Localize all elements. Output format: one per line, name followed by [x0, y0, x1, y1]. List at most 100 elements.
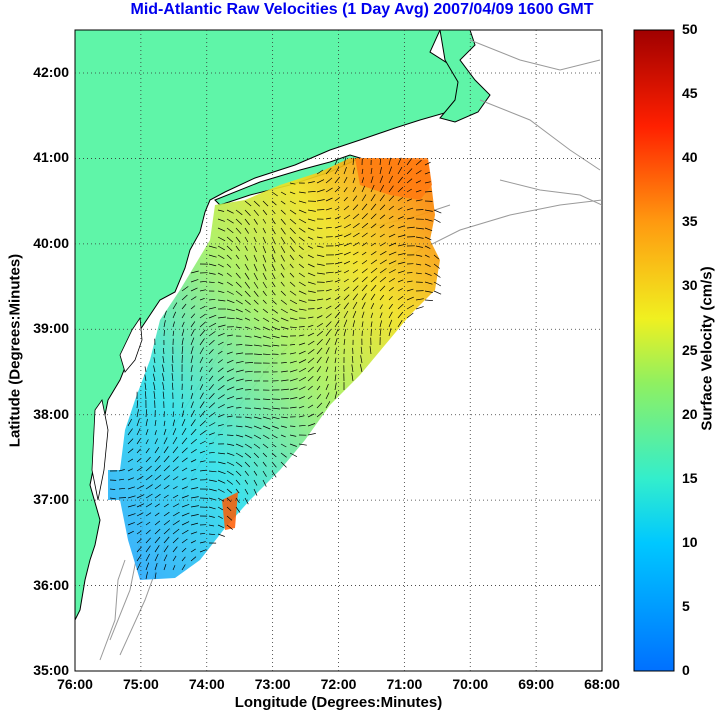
velocity-arrow	[154, 430, 157, 436]
velocity-arrow	[307, 290, 316, 293]
velocity-arrow	[334, 357, 337, 364]
velocity-arrow	[190, 496, 199, 499]
velocity-arrow	[136, 554, 142, 562]
velocity-arrow	[235, 352, 244, 355]
velocity-arrow	[316, 339, 323, 346]
velocity-arrow	[145, 537, 151, 544]
velocity-arrow	[154, 528, 161, 535]
velocity-arrow	[226, 290, 234, 295]
velocity-arrow	[172, 321, 175, 328]
velocity-arrow	[217, 452, 226, 455]
velocity-arrow	[343, 294, 350, 301]
velocity-arrow	[208, 245, 217, 249]
velocity-arrow	[352, 310, 357, 319]
velocity-arrow	[271, 407, 280, 410]
velocity-arrow	[307, 316, 314, 319]
velocity-arrow	[316, 245, 324, 248]
velocity-arrow	[217, 433, 224, 436]
velocity-arrow	[334, 234, 343, 238]
velocity-arrow	[208, 515, 215, 518]
velocity-arrow	[406, 272, 413, 274]
velocity-arrow	[152, 373, 156, 382]
velocity-arrow	[262, 317, 270, 322]
new-england-coast	[439, 30, 491, 123]
velocity-arrow	[379, 184, 385, 193]
velocity-arrow	[360, 346, 363, 355]
velocity-arrow	[172, 520, 180, 526]
velocity-arrow	[153, 382, 156, 391]
velocity-arrow	[199, 532, 206, 535]
velocity-arrow	[361, 242, 368, 247]
velocity-arrow	[136, 438, 141, 445]
velocity-arrow	[280, 227, 286, 235]
velocity-arrow	[298, 376, 307, 382]
velocity-arrow	[226, 405, 234, 409]
velocity-arrow	[154, 474, 162, 481]
velocity-arrow	[388, 166, 393, 175]
velocity-arrow	[190, 385, 193, 391]
velocity-arrow	[406, 288, 414, 292]
velocity-arrow	[280, 452, 287, 458]
velocity-arrow	[226, 368, 235, 373]
velocity-arrow	[208, 358, 213, 364]
velocity-arrow	[361, 251, 367, 256]
velocity-arrow	[199, 305, 206, 310]
velocity-arrow	[217, 290, 225, 294]
velocity-arrow	[397, 225, 405, 229]
velocity-arrow	[343, 166, 347, 175]
velocity-arrow	[163, 329, 165, 337]
velocity-arrow	[217, 359, 223, 364]
velocity-arrow	[154, 503, 160, 508]
velocity-arrow	[208, 442, 215, 445]
velocity-arrow	[253, 281, 259, 289]
velocity-arrow	[351, 373, 354, 382]
velocity-arrow	[280, 200, 286, 205]
velocity-arrow	[433, 281, 442, 287]
velocity-arrow	[226, 443, 235, 446]
velocity-arrow	[406, 217, 415, 220]
x-tick-label: 75:00	[122, 676, 159, 692]
velocity-arrow	[298, 326, 305, 328]
velocity-arrow	[280, 272, 285, 278]
velocity-arrow	[262, 326, 271, 331]
velocity-arrow	[163, 485, 170, 490]
velocity-arrow	[280, 416, 288, 419]
velocity-arrow	[172, 546, 178, 553]
velocity-arrow	[172, 494, 179, 499]
velocity-arrow	[424, 218, 433, 222]
x-tick-label: 72:00	[320, 676, 357, 692]
velocity-arrow	[325, 375, 329, 382]
velocity-arrow	[343, 319, 348, 328]
velocity-arrow	[172, 503, 180, 508]
velocity-arrow	[388, 269, 396, 274]
velocity-arrow	[352, 330, 355, 337]
velocity-arrow	[262, 470, 267, 477]
velocity-arrow	[379, 320, 383, 328]
velocity-arrow	[208, 479, 217, 482]
velocity-arrow	[352, 293, 359, 301]
velocity-arrow	[352, 242, 360, 247]
velocity-arrow	[316, 298, 324, 301]
velocity-arrow	[244, 370, 253, 373]
velocity-arrow	[379, 259, 387, 265]
velocity-arrow	[163, 520, 171, 526]
velocity-arrow	[280, 209, 286, 215]
velocity-arrow	[190, 438, 197, 445]
velocity-arrow	[289, 378, 298, 382]
velocity-arrow	[253, 344, 262, 347]
velocity-arrow	[181, 313, 186, 319]
x-tick-label: 71:00	[386, 676, 423, 692]
velocity-arrow	[361, 302, 366, 310]
velocity-arrow	[307, 227, 315, 231]
velocity-arrow	[343, 251, 351, 256]
velocity-arrow	[235, 272, 241, 279]
velocity-arrow	[289, 245, 295, 252]
velocity-arrow	[397, 252, 406, 256]
velocity-arrow	[136, 466, 143, 472]
velocity-arrow	[343, 242, 352, 247]
velocity-arrow	[217, 332, 225, 337]
velocity-arrow	[262, 407, 271, 410]
velocity-arrow	[433, 218, 441, 223]
velocity-arrow	[271, 290, 276, 296]
velocity-arrow	[271, 434, 278, 439]
